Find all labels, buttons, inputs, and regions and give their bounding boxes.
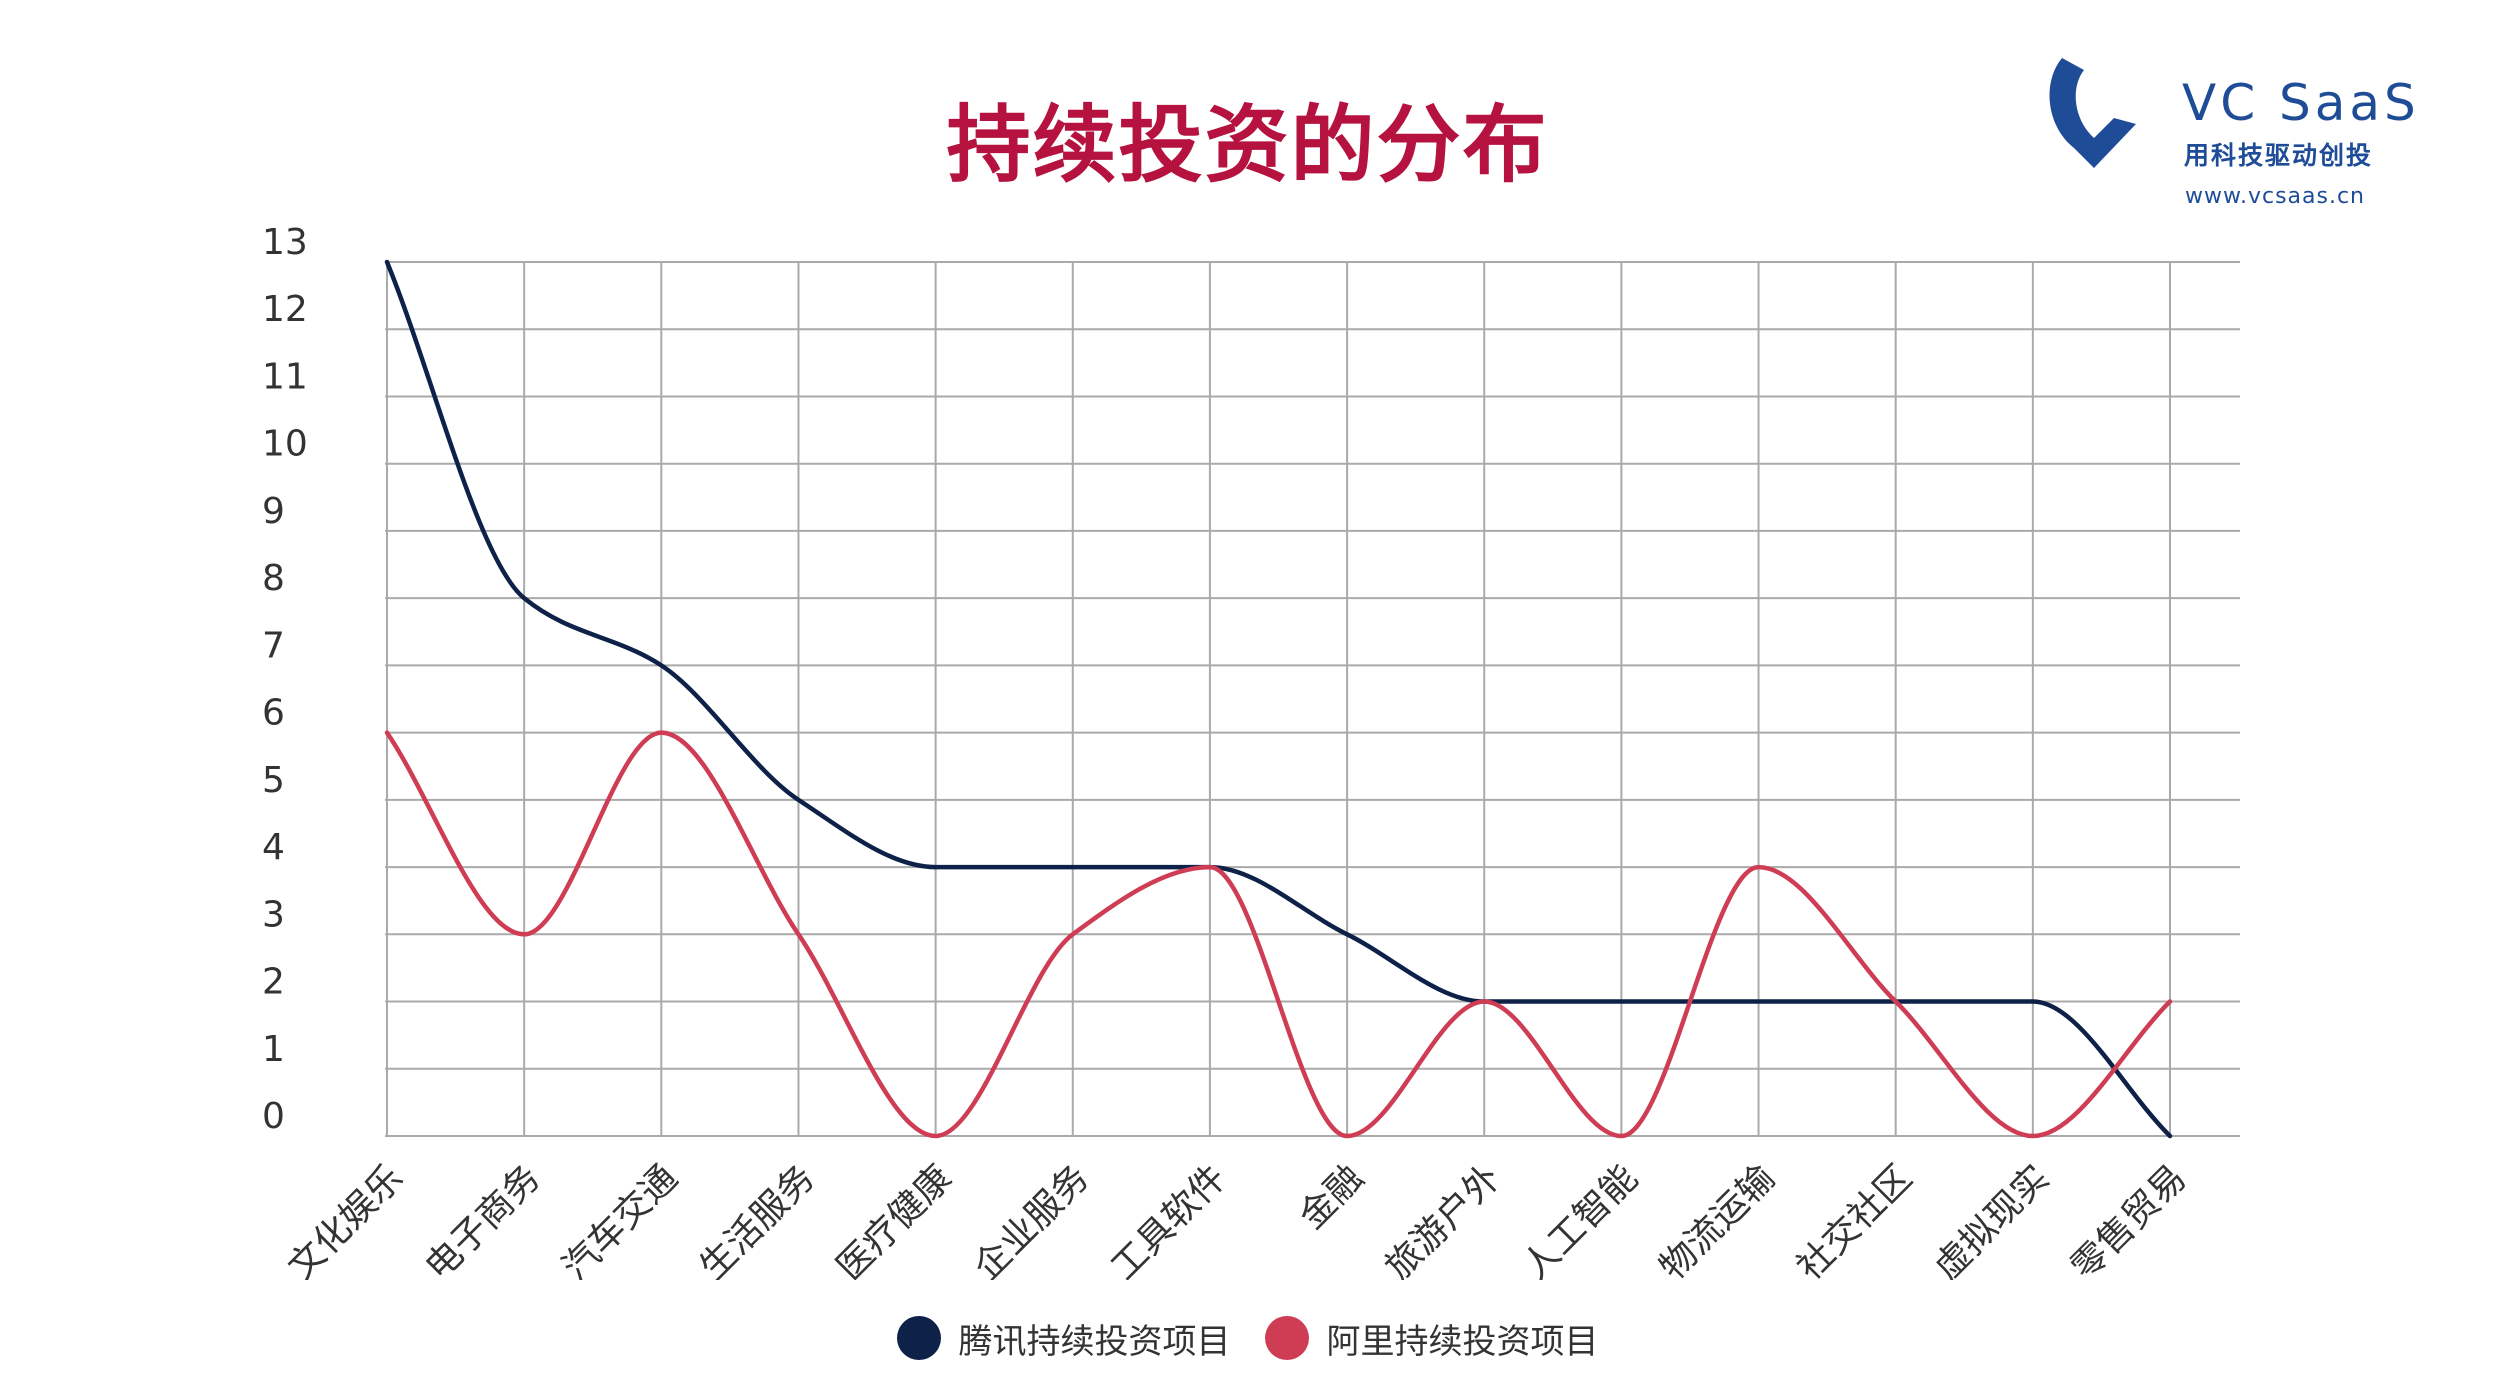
y-tick-label: 8 xyxy=(262,558,285,599)
y-tick-label: 2 xyxy=(262,962,285,1003)
y-tick-label: 9 xyxy=(262,491,285,532)
line-chart: 012345678910111213 文化娱乐 电子商务 汽车交通 生活服务 医疗健康企… xyxy=(262,222,2240,1280)
vcsaas-logo: VC SaaS 用科技驱动创投 www.vcsaas.cn xyxy=(2040,52,2416,222)
series-line-tencent xyxy=(384,259,2173,1139)
legend-label-alibaba: 阿里持续投资项目 xyxy=(1326,1321,1599,1362)
x-tick-label: 金融 xyxy=(1292,1157,1372,1237)
x-tick-label: 旅游户外 xyxy=(1378,1157,1509,1280)
x-tick-label: 文化娱乐 xyxy=(281,1157,412,1280)
x-tick-label: 生活服务 xyxy=(692,1157,823,1280)
y-tick-label: 10 xyxy=(262,424,308,465)
legend-item-tencent: 腾讯持续投资项目 xyxy=(896,1314,1231,1363)
chart-series xyxy=(384,259,2173,1139)
x-tick-label: 社交社区 xyxy=(1789,1157,1920,1280)
x-tick-label: 企业服务 xyxy=(966,1157,1097,1280)
x-tick-label: 人工智能 xyxy=(1515,1157,1646,1280)
logo-slogan: 用科技驱动创投 xyxy=(2184,141,2374,170)
x-tick-label: 电子商务 xyxy=(418,1157,549,1280)
y-tick-label: 13 xyxy=(262,222,308,263)
vcsaas-logo-icon xyxy=(2049,58,2136,168)
x-tick-label: 物流运输 xyxy=(1652,1157,1783,1280)
legend-marker-tencent xyxy=(896,1316,941,1360)
y-tick-label: 5 xyxy=(262,760,285,801)
y-tick-label: 0 xyxy=(262,1096,285,1137)
y-tick-label: 1 xyxy=(262,1029,285,1070)
x-tick-label: 医疗健康 xyxy=(829,1157,960,1280)
y-tick-label: 4 xyxy=(262,827,285,868)
legend-item-alibaba: 阿里持续投资项目 xyxy=(1264,1314,1599,1363)
y-tick-label: 6 xyxy=(262,693,285,734)
page-title: 持续投资的分布 xyxy=(946,96,1549,194)
y-tick-label: 7 xyxy=(262,625,285,666)
x-tick-label: 工具软件 xyxy=(1103,1157,1234,1280)
x-axis-tick-labels: 文化娱乐 电子商务 汽车交通 生活服务 医疗健康 企业服务 工具软件 金融 旅游户外 人工智能 物流… xyxy=(281,1157,2195,1280)
chart-grid xyxy=(385,261,2240,1137)
legend-marker-alibaba xyxy=(1264,1316,1309,1360)
chart-legend: 腾讯持续投资项目 阿里持续投资项目 xyxy=(0,1308,2495,1368)
y-tick-label: 12 xyxy=(262,289,308,330)
x-tick-label: 零售贸易 xyxy=(2064,1157,2195,1280)
x-tick-label: 虚拟现实 xyxy=(1926,1157,2057,1280)
logo-name: VC SaaS xyxy=(2182,74,2420,132)
x-tick-label: 汽车交通 xyxy=(555,1157,686,1280)
legend-label-tencent: 腾讯持续投资项目 xyxy=(958,1321,1231,1362)
series-line-alibaba xyxy=(384,730,2173,1139)
y-tick-label: 3 xyxy=(262,894,285,935)
logo-url: www.vcsaas.cn xyxy=(2185,184,2365,209)
y-tick-label: 11 xyxy=(262,356,308,397)
